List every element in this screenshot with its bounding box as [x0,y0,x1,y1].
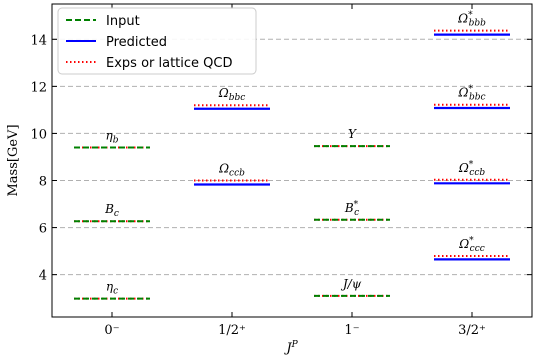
legend: Input Predicted Exps or lattice QCD [57,7,257,75]
legend-label: Predicted [106,35,167,50]
level-label: J/ψ [340,277,362,291]
y-axis: 4 6 8 10 12 14 [30,33,532,284]
mass-levels [74,29,510,300]
x-tick-label: 1⁻ [344,323,359,338]
level-label: Ω* ccb [458,160,486,178]
y-tick-label: 14 [30,33,47,48]
x-axis: 0⁻ 1/2⁺ 1⁻ 3/2⁺ [104,4,486,338]
x-axis-label: JP [283,340,298,356]
y-tick-label: 10 [30,127,47,142]
level-label: Bc [104,202,119,219]
plot-frame [51,3,533,318]
level-label: Υ [348,127,357,141]
x-tick-label: 0⁻ [104,323,119,338]
level-label: Ω* bbb [457,11,486,29]
level-label: ηc [106,280,118,297]
level-label: Ωbbc [218,86,246,103]
level-labels: ηc Bc ηb Ωccb Ωbbc J/ψ B* c Υ Ω* ccc Ω* ccb Ω* bbc Ω* bb… [104,11,486,297]
y-tick-label: 6 [39,222,47,237]
legend-box [57,7,257,75]
legend-label: Exps or lattice QCD [106,56,232,71]
level-label: Ω* bbc [457,85,485,103]
x-tick-label: 1/2⁺ [218,323,246,338]
y-tick-label: 4 [39,269,47,284]
level-label: ηb [106,129,119,146]
x-tick-label: 3/2⁺ [458,323,486,338]
level-label: Ωccb [218,162,245,179]
y-tick-label: 12 [30,80,47,95]
level-label: Ω* ccc [458,236,485,254]
legend-label: Input [106,14,140,29]
y-tick-label: 8 [39,175,47,190]
level-label: B* c [344,200,359,218]
y-axis-label: Mass[GeV] [6,124,21,196]
